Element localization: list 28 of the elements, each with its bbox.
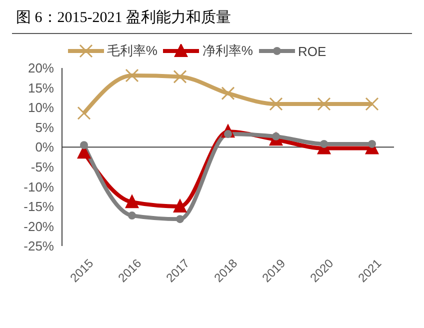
y-tick-label: 0% [35, 140, 54, 155]
y-tick-label: 10% [28, 100, 54, 116]
point [128, 212, 136, 220]
y-tick-label: -10% [24, 179, 54, 194]
point [368, 140, 376, 148]
legend-label: ROE [298, 44, 326, 58]
y-tick-label: -15% [24, 199, 54, 214]
y-tick-label: 15% [28, 80, 54, 96]
point [125, 194, 139, 208]
point [269, 97, 283, 111]
y-tick-label: -5% [30, 160, 54, 175]
point [173, 70, 187, 84]
y-tick-label: 5% [35, 120, 54, 135]
point [77, 106, 91, 120]
chart-title: 图 6：2015-2021 盈利能力和质量 [15, 8, 232, 28]
point [320, 140, 328, 148]
y-tick-label: 20% [28, 60, 54, 76]
legend-label: 毛利率% [106, 42, 158, 60]
point [173, 198, 187, 212]
point [125, 68, 139, 82]
point [317, 97, 331, 111]
point [80, 141, 88, 150]
y-tick-label: -25% [24, 238, 54, 254]
point [221, 86, 235, 100]
legend-label: 净利率% [202, 42, 253, 60]
point [365, 97, 379, 111]
y-tick-label: -20% [24, 218, 54, 234]
point [176, 215, 184, 224]
